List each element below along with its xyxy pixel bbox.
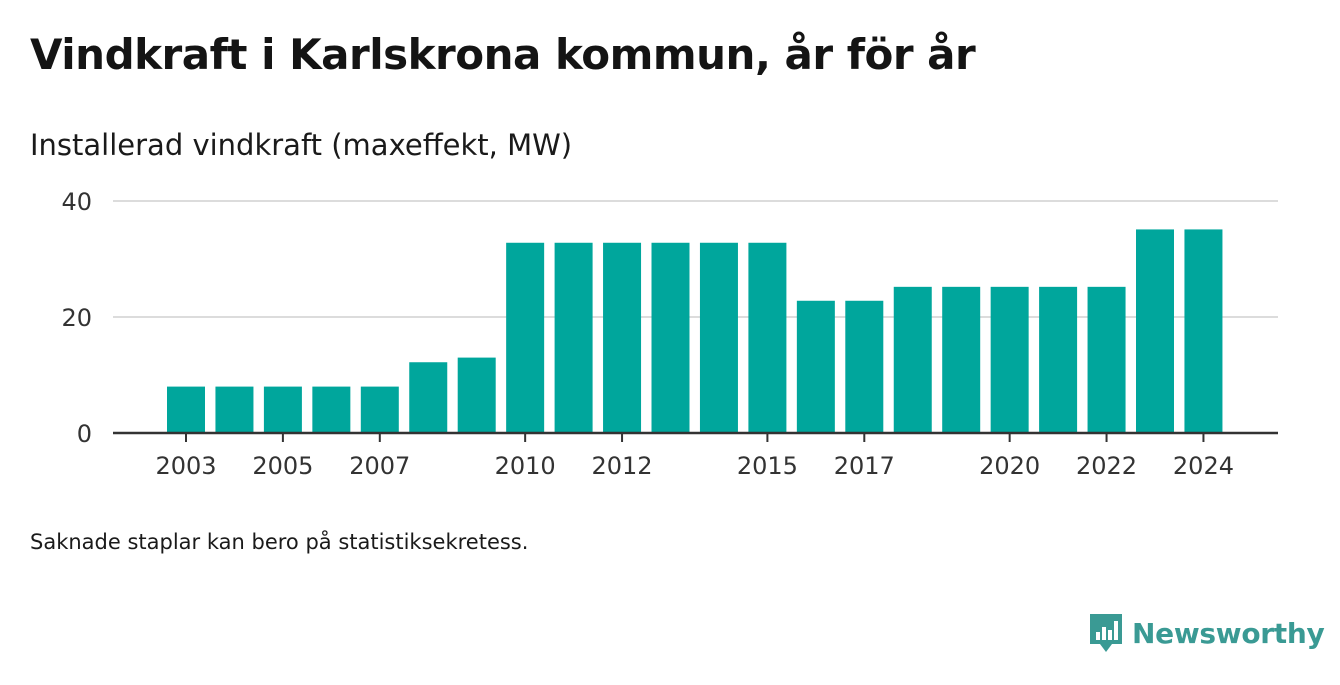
- bar-2024: [1184, 229, 1223, 433]
- bar-2021: [1039, 286, 1078, 433]
- bar-2007: [360, 386, 399, 433]
- bar-2009: [457, 357, 496, 433]
- bar-2003: [167, 386, 205, 433]
- bar-2013: [651, 242, 690, 433]
- x-tick-label: 2017: [834, 452, 895, 480]
- chart-title: Vindkraft i Karlskrona kommun, år för år: [30, 30, 976, 79]
- x-tick-label: 2010: [495, 452, 556, 480]
- newsworthy-logo-icon: [1090, 614, 1122, 652]
- y-tick-label: 40: [61, 188, 92, 216]
- bar-2015: [748, 242, 787, 433]
- bar-2014: [699, 242, 738, 433]
- bar-chart: 0 20 40 2003 2005 2007 2010 2012 2015 2017 2020 202…: [61, 188, 1278, 480]
- bar-2016: [796, 300, 835, 433]
- chart-subtitle: Installerad vindkraft (maxeffekt, MW): [30, 128, 573, 162]
- x-tick-label: 2003: [155, 452, 216, 480]
- x-tick-label: 2007: [349, 452, 410, 480]
- bar-2008: [409, 362, 448, 433]
- brand-logo: Newsworthy: [1088, 612, 1325, 654]
- y-tick-label: 20: [61, 304, 92, 332]
- bar-2011: [554, 242, 593, 433]
- bar-2004: [215, 386, 254, 433]
- brand-name: Newsworthy: [1132, 616, 1325, 650]
- bar-2018: [893, 286, 932, 433]
- x-tick-label: 2012: [592, 452, 653, 480]
- bar-2023: [1136, 229, 1174, 433]
- y-tick-label: 0: [77, 420, 92, 448]
- bar-2020: [990, 286, 1029, 433]
- x-tick-label: 2005: [252, 452, 313, 480]
- bar-2017: [845, 300, 884, 433]
- bar-2006: [312, 386, 351, 433]
- bar-2019: [942, 286, 981, 433]
- bar-2005: [263, 386, 302, 433]
- x-tick-label: 2020: [979, 452, 1040, 480]
- bar-2010: [506, 242, 545, 433]
- bar-2012: [603, 242, 642, 433]
- x-tick-label: 2022: [1076, 452, 1137, 480]
- footnote: Saknade staplar kan bero på statistiksek…: [30, 530, 529, 554]
- bar-2022: [1087, 286, 1126, 433]
- x-tick-label: 2015: [737, 452, 798, 480]
- x-tick-label: 2024: [1173, 452, 1234, 480]
